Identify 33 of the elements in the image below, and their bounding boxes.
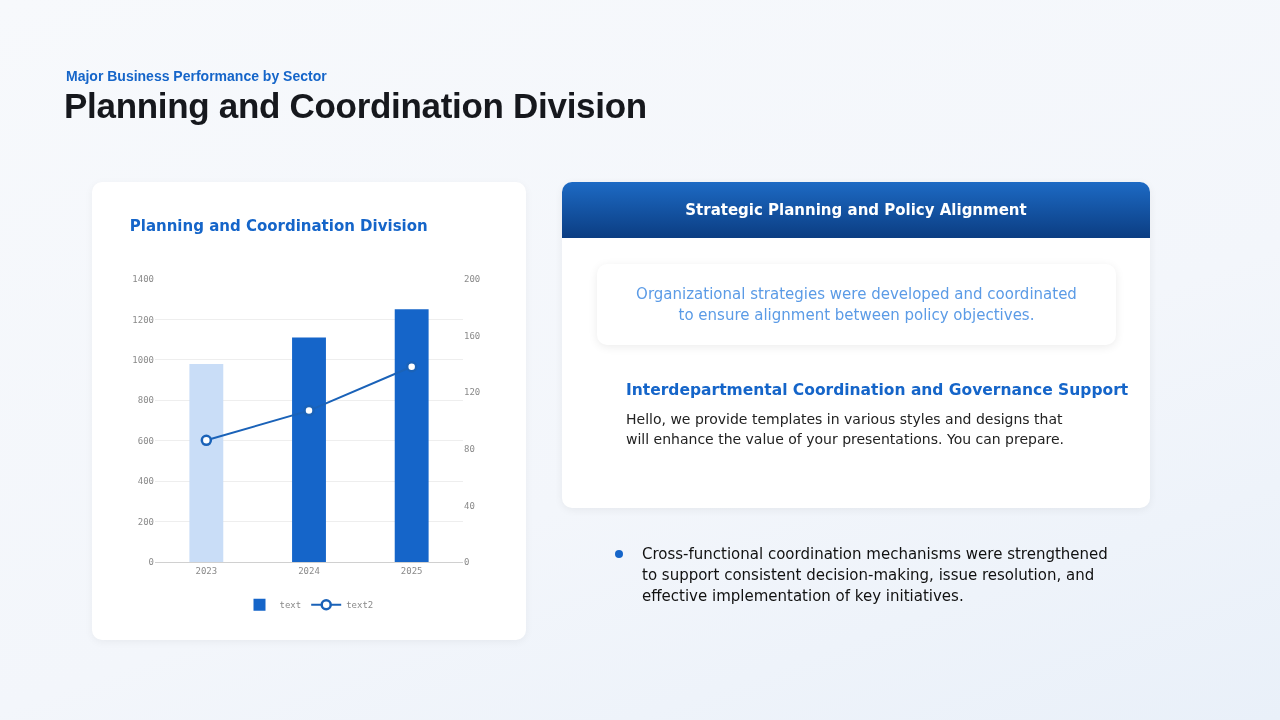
legend-label: text [279, 600, 302, 611]
y-tick-label: 0 [148, 557, 154, 568]
text: Cross-functional coordination mechanisms were strengthened to support consistent decision-making, issue resolution, and effective implementation of key initiatives. [642, 544, 1109, 607]
text: Hello, we provide templates in various styles and designs that will enhance the value of your presentations. You can prepare. [626, 410, 1066, 449]
y2-tick-label: 80 [464, 443, 475, 454]
text: Strategic Planning and Policy Alignment [562, 182, 1150, 238]
y-tick-label: 800 [137, 395, 154, 406]
text: Organizational strategies were developed and coordinated to ensure alignment between policy objectives. [597, 264, 1116, 345]
bar [394, 309, 429, 562]
text: Interdepartmental Coordination and Governance Support [626, 381, 1129, 399]
point [303, 404, 315, 417]
x-tick-label: 2025 [400, 565, 423, 576]
y-tick-label: 1400 [132, 274, 154, 285]
point [200, 434, 213, 447]
x-tick-label: 2024 [298, 565, 320, 576]
y2-tick-label: 0 [464, 557, 470, 568]
y-tick-label: 400 [137, 476, 154, 487]
y2-tick-label: 120 [464, 387, 481, 398]
bar [292, 337, 326, 562]
chart-title: Planning and Coordination Division [129, 217, 428, 236]
text: Major Business Performance by Sector [66, 68, 328, 84]
y-tick-label: 1000 [132, 355, 154, 366]
legend-label: text2 [346, 600, 374, 611]
y2-tick-label: 200 [464, 274, 481, 285]
text: Planning and Coordination Division [64, 86, 647, 126]
point [405, 360, 418, 373]
y-tick-label: 1200 [132, 314, 154, 325]
x-tick-label: 2023 [195, 565, 218, 576]
y-tick-label: 200 [137, 516, 154, 527]
y2-tick-label: 40 [464, 500, 475, 511]
y2-tick-label: 160 [464, 330, 481, 341]
bar [189, 363, 224, 562]
y-tick-label: 600 [137, 435, 154, 446]
